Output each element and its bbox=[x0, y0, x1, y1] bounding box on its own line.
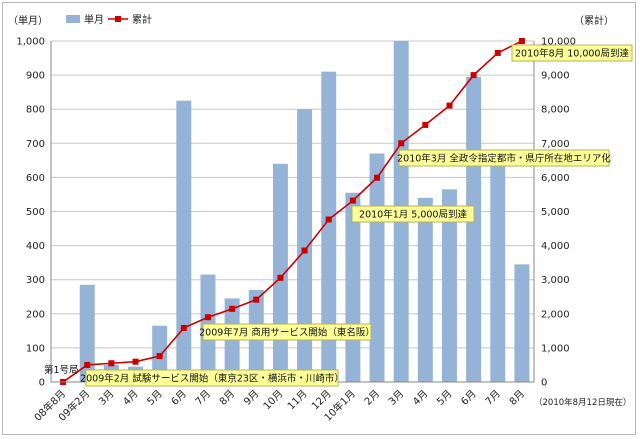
footnote: （2010年8月12日現在） bbox=[534, 397, 631, 408]
cumulative-point bbox=[325, 216, 332, 223]
left-tick-label: 0 bbox=[39, 378, 45, 389]
right-tick-label: 1,000 bbox=[541, 343, 570, 354]
annotation-text: 2009年2月 試験サービス開始（東京23区・横浜市・川崎市） bbox=[80, 373, 344, 385]
cumulative-point bbox=[446, 102, 453, 109]
x-tick-label: 10月 bbox=[261, 388, 286, 413]
right-tick-label: 0 bbox=[541, 378, 547, 389]
left-tick-label: 200 bbox=[26, 309, 45, 320]
x-tick-label: 2月 bbox=[362, 388, 382, 408]
bar bbox=[369, 153, 385, 382]
left-tick-label: 1,000 bbox=[16, 37, 45, 48]
annotation-text: 2010年8月 10,000局到達 bbox=[515, 48, 629, 60]
cumulative-point bbox=[84, 361, 91, 368]
right-tick-label: 7,000 bbox=[541, 139, 570, 150]
right-tick-label: 10,000 bbox=[541, 37, 576, 48]
bar bbox=[490, 160, 506, 382]
axis-layer: 0 100 200 300 400 500 600 700 800 900 1,000 0 1,000 2… bbox=[16, 37, 576, 424]
legend-bar-label: 単月 bbox=[84, 13, 104, 26]
x-tick-label: 7月 bbox=[193, 388, 213, 408]
bar bbox=[417, 197, 433, 382]
left-tick-label: 500 bbox=[26, 207, 45, 218]
cumulative-point bbox=[156, 353, 163, 360]
annotation-box bbox=[202, 323, 372, 341]
x-tick-label: 3月 bbox=[386, 388, 406, 408]
x-tick-label: 4月 bbox=[410, 388, 430, 408]
x-tick-label: 9月 bbox=[241, 388, 261, 408]
right-tick-label: 4,000 bbox=[541, 241, 570, 252]
x-tick-label: 6月 bbox=[459, 388, 479, 408]
right-tick-label: 9,000 bbox=[541, 71, 570, 82]
legend-line-label: 累計 bbox=[132, 13, 152, 26]
bar bbox=[466, 76, 482, 383]
bar bbox=[176, 100, 192, 383]
x-tick-label: 8月 bbox=[217, 388, 237, 408]
cumulative-point bbox=[132, 358, 139, 365]
bar bbox=[441, 189, 457, 382]
right-tick-label: 2,000 bbox=[541, 309, 570, 320]
bar bbox=[79, 284, 95, 382]
cumulative-point bbox=[349, 197, 356, 204]
cumulative-point bbox=[494, 49, 501, 56]
x-tick-label: 7月 bbox=[483, 388, 503, 408]
annotation-text: 2010年3月 全政令指定都市・県庁所在地エリア化 bbox=[397, 153, 611, 165]
x-tick-label: 4月 bbox=[121, 388, 141, 408]
cumulative-point bbox=[229, 305, 236, 312]
cumulative-point bbox=[470, 72, 477, 79]
cumulative-line bbox=[62, 40, 523, 383]
right-tick-label: 3,000 bbox=[541, 275, 570, 286]
cumulative-point bbox=[253, 296, 260, 303]
x-tick-label: 5月 bbox=[145, 388, 165, 408]
left-tick-label: 600 bbox=[26, 173, 45, 184]
cumulative-point bbox=[108, 360, 115, 367]
annotation-box bbox=[398, 149, 610, 167]
left-tick-label: 700 bbox=[26, 139, 45, 150]
annotation-text: 2009年7月 商用サービス開始（東名阪） bbox=[199, 327, 375, 339]
cumulative-point bbox=[518, 38, 525, 44]
left-tick-label: 300 bbox=[26, 275, 45, 286]
right-tick-label: 6,000 bbox=[541, 173, 570, 184]
left-tick-label: 800 bbox=[26, 105, 45, 116]
x-tick-label: 8月 bbox=[507, 388, 527, 408]
annotation-first-station: 第1号局 bbox=[44, 364, 79, 376]
right-axis-unit: （累計） bbox=[574, 14, 614, 27]
annotation-box bbox=[511, 44, 633, 62]
cumulative-point bbox=[277, 274, 284, 281]
bar bbox=[321, 71, 337, 382]
annotation-text: 2010年1月 5,000局到達 bbox=[359, 209, 467, 221]
annotation-box bbox=[351, 205, 475, 223]
left-axis-unit: （単月） bbox=[8, 14, 48, 27]
x-tick-label: 3月 bbox=[96, 388, 116, 408]
annotation-box bbox=[85, 369, 339, 387]
x-tick-label: 6月 bbox=[169, 388, 189, 408]
cumulative-point bbox=[422, 121, 429, 128]
left-tick-label: 400 bbox=[26, 241, 45, 252]
legend-line-marker bbox=[115, 16, 121, 22]
right-tick-label: 8,000 bbox=[541, 105, 570, 116]
x-tick-label: 11月 bbox=[285, 388, 310, 413]
legend-bar-swatch bbox=[66, 15, 80, 23]
x-tick-label: 5月 bbox=[435, 388, 455, 408]
right-tick-label: 5,000 bbox=[541, 207, 570, 218]
left-tick-label: 100 bbox=[26, 343, 45, 354]
cumulative-point bbox=[204, 314, 211, 321]
cumulative-point bbox=[180, 324, 187, 331]
cumulative-point bbox=[398, 140, 405, 147]
bar bbox=[514, 264, 530, 382]
left-tick-label: 900 bbox=[26, 71, 45, 82]
bar-series bbox=[79, 41, 530, 383]
cumulative-point bbox=[301, 247, 308, 254]
bar bbox=[297, 109, 313, 382]
cumulative-point bbox=[374, 174, 381, 181]
